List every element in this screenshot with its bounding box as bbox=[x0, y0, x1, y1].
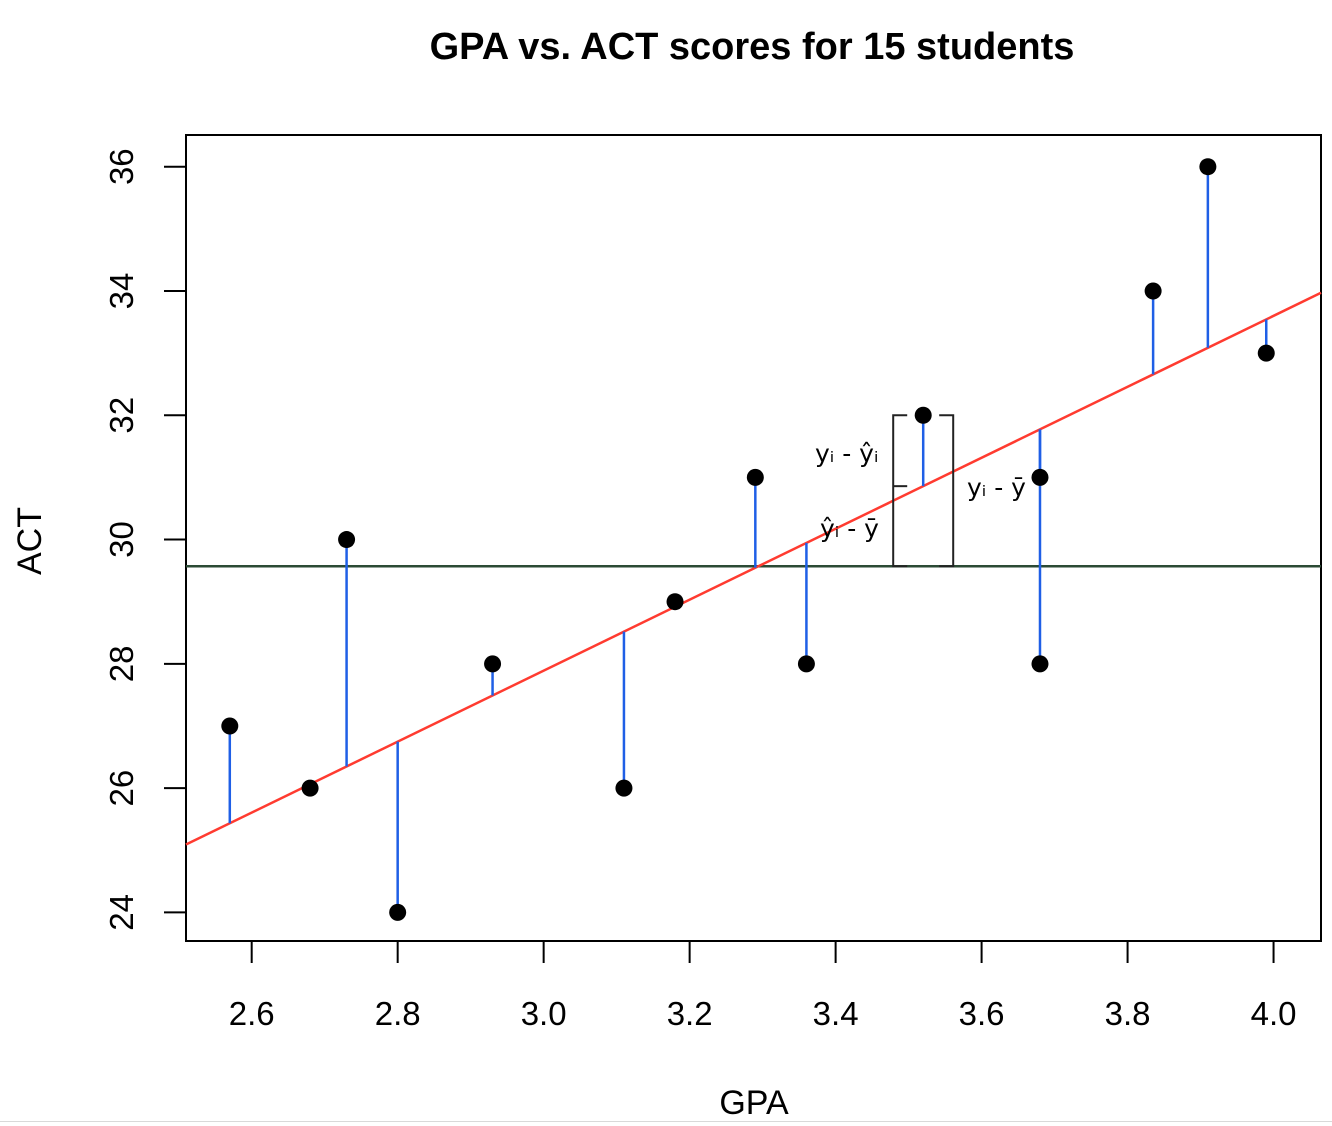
y-tick-label: 32 bbox=[103, 397, 140, 434]
y-tick-label: 26 bbox=[103, 770, 140, 807]
bottom-divider bbox=[0, 1121, 1332, 1122]
data-point bbox=[301, 779, 319, 797]
y-tick-label: 34 bbox=[103, 273, 140, 310]
residual-annotation: yᵢ - ŷᵢ bbox=[815, 439, 878, 468]
data-point bbox=[389, 903, 407, 921]
x-tick-label: 4.0 bbox=[1251, 995, 1297, 1032]
data-point bbox=[615, 779, 633, 797]
data-point bbox=[1199, 158, 1217, 176]
data-point bbox=[797, 655, 815, 673]
annotations: yᵢ - ŷᵢ ŷᵢ - ȳ yᵢ - ȳ bbox=[815, 439, 1026, 543]
y-tick-label: 28 bbox=[103, 645, 140, 682]
x-tick-label: 3.6 bbox=[959, 995, 1005, 1032]
total-annotation: yᵢ - ȳ bbox=[967, 473, 1026, 502]
data-point bbox=[1031, 468, 1049, 486]
data-point bbox=[746, 468, 764, 486]
total-bracket-right bbox=[939, 414, 955, 568]
data-point bbox=[666, 593, 684, 611]
x-tick-label: 3.2 bbox=[667, 995, 713, 1032]
y-axis-title: ACT bbox=[11, 507, 49, 575]
y-tick-label: 24 bbox=[103, 894, 140, 931]
x-tick-label: 2.8 bbox=[375, 995, 421, 1032]
regression-line bbox=[185, 291, 1322, 846]
explained-annotation: ŷᵢ - ȳ bbox=[820, 514, 879, 543]
data-point bbox=[221, 717, 239, 735]
data-point bbox=[1144, 282, 1162, 300]
data-point bbox=[1257, 344, 1275, 362]
x-tick-label: 2.6 bbox=[229, 995, 275, 1032]
data-point bbox=[914, 406, 932, 424]
x-tick-label: 3.0 bbox=[521, 995, 567, 1032]
x-axis: 2.6 2.8 3.0 3.2 3.4 3.6 3.8 4.0 bbox=[229, 940, 1297, 1032]
total-bracket-left bbox=[892, 414, 908, 568]
y-tick-label: 30 bbox=[103, 521, 140, 558]
x-axis-title: GPA bbox=[719, 1084, 789, 1122]
data-point bbox=[1031, 655, 1049, 673]
x-tick-label: 3.8 bbox=[1105, 995, 1151, 1032]
plot-area bbox=[185, 158, 1322, 921]
chart-title: GPA vs. ACT scores for 15 students bbox=[430, 26, 1075, 68]
plot-frame bbox=[185, 134, 1322, 942]
data-point bbox=[484, 655, 502, 673]
x-tick-label: 3.4 bbox=[813, 995, 859, 1032]
y-axis: 24 26 28 30 32 34 36 bbox=[103, 148, 187, 931]
data-point bbox=[338, 531, 356, 549]
y-tick-label: 36 bbox=[103, 148, 140, 185]
